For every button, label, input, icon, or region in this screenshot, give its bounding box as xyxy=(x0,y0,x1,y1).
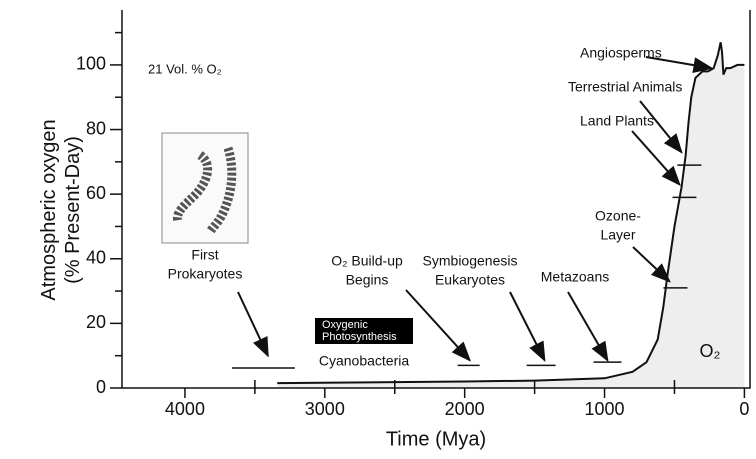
annotation-label: Layer xyxy=(600,227,635,243)
annotation-label: First xyxy=(191,247,218,263)
y-tick-label: 20 xyxy=(86,312,106,332)
note: 21 Vol. % O₂ xyxy=(148,61,222,76)
axes xyxy=(121,10,751,389)
annotation-label: Ozone- xyxy=(595,208,641,224)
legend-label: O₂ xyxy=(700,341,721,361)
annotation-label: Eukaryotes xyxy=(435,272,505,288)
y-tick-label: 40 xyxy=(86,248,106,268)
y-tick-label: 0 xyxy=(96,377,106,397)
photosynthesis-label: Photosynthesis xyxy=(322,331,397,343)
x-tick-label: 3000 xyxy=(305,399,345,419)
annotation-label: Land Plants xyxy=(580,113,654,129)
annotation-label: Terrestrial Animals xyxy=(568,79,682,95)
x-axis-title: Time (Mya) xyxy=(386,428,486,450)
y-tick-label: 60 xyxy=(86,183,106,203)
x-tick-label: 1000 xyxy=(585,399,625,419)
annotation-arrow xyxy=(509,291,546,362)
cyanobacteria-label: Cyanobacteria xyxy=(319,353,409,369)
x-tick-label: 2000 xyxy=(445,399,485,419)
y-axis-title: Atmospheric oxygen (% Present-Day) xyxy=(38,119,84,300)
photosynthesis-box xyxy=(315,318,413,344)
inset-image xyxy=(161,132,249,244)
y-tick-label: 80 xyxy=(86,118,106,138)
annotation-arrow xyxy=(567,291,609,362)
annotation-arrow xyxy=(631,130,681,186)
annotation-label: Prokaryotes xyxy=(168,266,243,282)
annotation-arrow xyxy=(632,246,671,283)
annotation-arrow xyxy=(405,289,472,362)
x-tick-label: 4000 xyxy=(165,399,205,419)
line xyxy=(277,42,745,385)
annotation-arrow xyxy=(237,291,269,358)
y-tick-label: 100 xyxy=(76,54,106,74)
annotation-arrow xyxy=(645,56,714,74)
photosynthesis-label: Oxygenic xyxy=(322,319,368,331)
annotation-label: O₂ Build-up xyxy=(331,253,403,269)
annotation-label: Metazoans xyxy=(541,269,609,285)
annotation-label: Symbiogenesis xyxy=(423,253,518,269)
annotation-label: Angiosperms xyxy=(580,45,662,61)
x-tick-label: 0 xyxy=(739,399,749,419)
annotation-label: Begins xyxy=(346,272,389,288)
annotation-arrow xyxy=(639,100,683,154)
